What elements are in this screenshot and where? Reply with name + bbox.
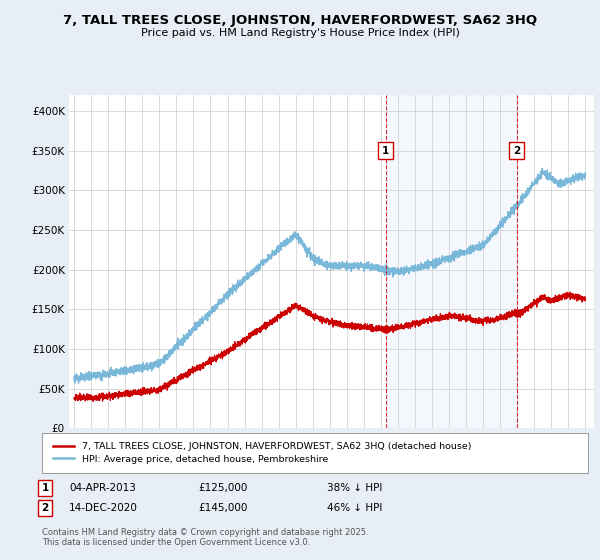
Text: 14-DEC-2020: 14-DEC-2020 [69, 503, 138, 513]
Bar [386, 95, 517, 428]
Text: 46% ↓ HPI: 46% ↓ HPI [327, 503, 382, 513]
Text: 04-APR-2013: 04-APR-2013 [69, 483, 136, 493]
Text: £125,000: £125,000 [198, 483, 247, 493]
Text: £145,000: £145,000 [198, 503, 247, 513]
Text: Contains HM Land Registry data © Crown copyright and database right 2025.
This d: Contains HM Land Registry data © Crown c… [42, 528, 368, 547]
Legend: 7, TALL TREES CLOSE, JOHNSTON, HAVERFORDWEST, SA62 3HQ (detached house), HPI: Av: 7, TALL TREES CLOSE, JOHNSTON, HAVERFORD… [49, 438, 475, 468]
Text: Price paid vs. HM Land Registry's House Price Index (HPI): Price paid vs. HM Land Registry's House … [140, 28, 460, 38]
Text: 1: 1 [41, 483, 49, 493]
Text: 7, TALL TREES CLOSE, JOHNSTON, HAVERFORDWEST, SA62 3HQ: 7, TALL TREES CLOSE, JOHNSTON, HAVERFORD… [63, 14, 537, 27]
Text: 2: 2 [41, 503, 49, 513]
Text: 2: 2 [513, 146, 520, 156]
Text: 38% ↓ HPI: 38% ↓ HPI [327, 483, 382, 493]
Text: 1: 1 [382, 146, 389, 156]
